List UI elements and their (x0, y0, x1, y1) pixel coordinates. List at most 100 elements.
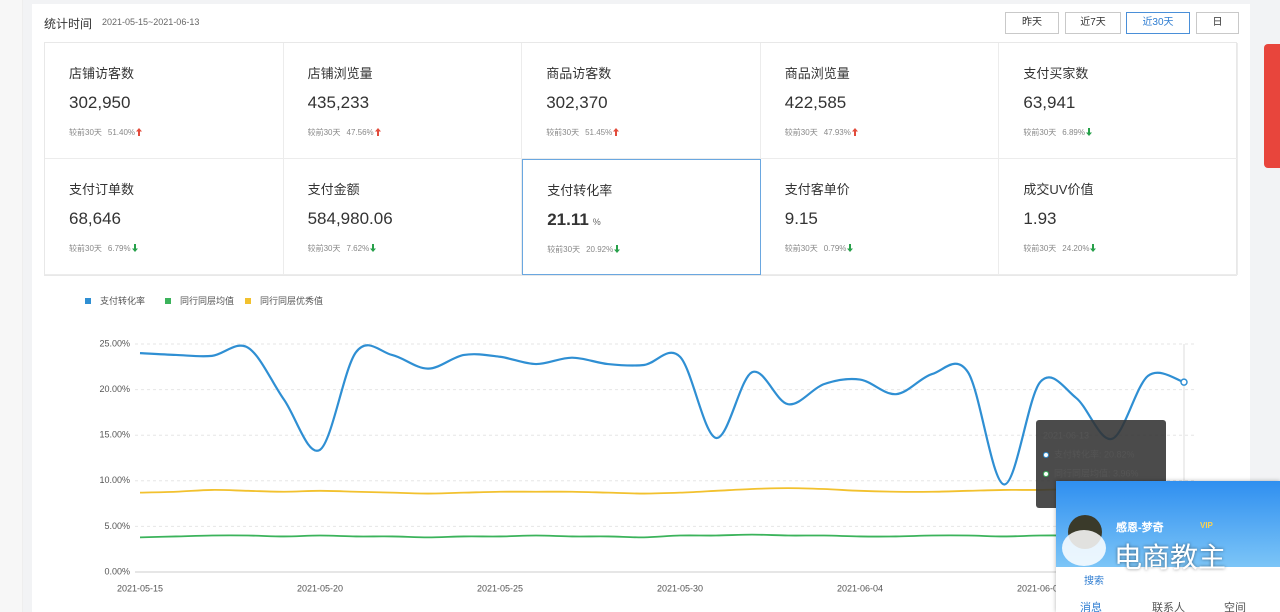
trend-arrow (851, 128, 858, 136)
metric-name: 成交UV价值 (1023, 182, 1094, 197)
y-tick-label: 25.00% (99, 338, 130, 348)
qq-tab[interactable]: 联系人 (1152, 602, 1185, 612)
compare-label: 较前30天 (546, 128, 580, 137)
metric-card[interactable]: 商品浏览量 422,585 较前30天 47.93% (760, 43, 1000, 159)
metric-name: 支付金额 (307, 182, 360, 197)
trend-arrow (370, 244, 377, 252)
value-text: 422,585 (784, 93, 847, 112)
legend-swatch (245, 298, 251, 304)
series-line (139, 487, 1184, 495)
metric-compare: 较前30天 47.93% (785, 127, 858, 138)
metric-card[interactable]: 成交UV价值 1.93 较前30天 24.20% (999, 159, 1238, 275)
compare-change: 7.62% (346, 244, 370, 253)
metric-name: 支付客单价 (784, 182, 850, 197)
metric-name: 店铺浏览量 (307, 66, 373, 81)
metric-compare: 较前30天 6.89% (1023, 127, 1092, 138)
x-tick-label: 2021-05-25 (477, 583, 523, 593)
trend-arrow (136, 128, 143, 136)
panel (32, 4, 1250, 612)
qq-tab[interactable]: 消息 (1080, 602, 1102, 612)
legend-label: 支付转化率 (100, 295, 145, 306)
metric-name: 商品访客数 (546, 66, 612, 81)
compare-change: 6.89% (1062, 128, 1085, 137)
range-button[interactable]: 近7天 (1065, 12, 1121, 34)
y-tick-label: 0.00% (104, 566, 130, 576)
metric-value: 9.15 (785, 209, 818, 229)
value-text: 21.11 (547, 210, 589, 229)
value-text: 435,233 (307, 93, 370, 112)
range-button[interactable]: 昨天 (1005, 12, 1059, 34)
metric-value: 302,370 (546, 93, 607, 113)
metric-name: 店铺访客数 (69, 66, 135, 81)
series-line (139, 533, 1185, 539)
metric-compare: 较前30天 7.62% (308, 243, 377, 254)
metric-card[interactable]: 支付订单数 68,646 较前30天 6.79% (45, 159, 284, 275)
y-tick-label: 15.00% (99, 430, 130, 440)
metric-name: 支付转化率 (547, 183, 613, 198)
value-text: 302,370 (546, 93, 608, 112)
metric-value: 63,941 (1023, 93, 1075, 113)
legend-swatch (85, 298, 91, 304)
compare-label: 较前30天 (784, 128, 818, 137)
x-tick-label: 2021-05-15 (117, 583, 163, 593)
compare-label: 较前30天 (307, 244, 341, 253)
metric-name: 支付买家数 (1023, 66, 1089, 81)
tooltip-dot (1043, 452, 1049, 458)
metric-compare: 较前30天 51.45% (546, 127, 620, 138)
metric-name: 支付订单数 (69, 182, 135, 197)
y-tick-label: 5.00% (104, 521, 130, 531)
metric-value: 422,585 (785, 93, 846, 113)
tooltip-item: 同行同层均值: 3.96% (1054, 467, 1139, 478)
metric-value: 21.11% (547, 210, 601, 230)
compare-change: 6.79% (107, 244, 131, 253)
metric-compare: 较前30天 24.20% (1023, 243, 1097, 254)
watermark-icon (1062, 530, 1106, 566)
metric-card[interactable]: 店铺浏览量 435,233 较前30天 47.56% (283, 43, 523, 159)
qq-name: 感恩-梦奇 (1116, 522, 1164, 534)
compare-change: 0.79% (823, 244, 847, 253)
x-tick-label: 2021-05-20 (297, 583, 343, 593)
value-text: 9.15 (784, 209, 818, 228)
x-tick-label: 2021-06-04 (837, 583, 883, 593)
qq-badge: VIP (1200, 521, 1213, 530)
compare-change: 24.20% (1062, 244, 1090, 253)
trend-arrow (613, 128, 620, 136)
range-button[interactable]: 日 (1196, 12, 1239, 34)
tooltip-title: 2021-06-13 (1043, 430, 1089, 440)
metric-compare: 较前30天 20.92% (547, 244, 621, 255)
header-label: 统计时间 (44, 17, 93, 31)
value-text: 1.93 (1023, 209, 1057, 228)
legend-label: 同行同层均值 (180, 295, 234, 306)
metric-card[interactable]: 支付转化率 21.11% 较前30天 20.92% (522, 159, 761, 275)
metric-value: 584,980.06 (308, 209, 393, 229)
compare-label: 较前30天 (547, 245, 581, 254)
trend-arrow (847, 244, 854, 252)
qq-tab[interactable]: 空间 (1224, 602, 1246, 612)
compare-change: 51.40% (107, 128, 136, 137)
trend-arrow (1090, 244, 1097, 252)
compare-label: 较前30天 (784, 244, 818, 253)
compare-label: 较前30天 (69, 128, 102, 137)
trend-arrow (131, 244, 138, 252)
metric-card[interactable]: 支付客单价 9.15 较前30天 0.79% (760, 159, 1000, 275)
metric-card[interactable]: 店铺访客数 302,950 较前30天 51.40% (45, 43, 284, 159)
trend-arrow (1085, 128, 1092, 136)
metric-card[interactable]: 支付买家数 63,941 较前30天 6.89% (999, 43, 1238, 159)
value-text: 302,950 (69, 93, 131, 112)
compare-change: 51.45% (585, 128, 613, 137)
metric-card[interactable]: 商品访客数 302,370 较前30天 51.45% (522, 43, 761, 159)
metric-compare: 较前30天 6.79% (69, 243, 138, 254)
compare-label: 较前30天 (69, 244, 102, 253)
range-button[interactable]: 近30天 (1126, 12, 1190, 34)
metric-value: 435,233 (308, 93, 369, 113)
unit: % (592, 217, 601, 227)
y-tick-label: 20.00% (99, 384, 130, 394)
compare-change: 20.92% (586, 245, 614, 254)
metric-grid: 店铺访客数 302,950 较前30天 51.40% 店铺浏览量 435,233 较前30天… (44, 42, 1238, 276)
compare-label: 较前30天 (307, 128, 341, 137)
trend-arrow (614, 245, 621, 253)
x-tick-label: 2021-06-09 (1017, 583, 1063, 593)
qq-search[interactable]: 搜索 (1084, 576, 1104, 587)
metric-card[interactable]: 支付金额 584,980.06 较前30天 7.62% (283, 159, 523, 275)
